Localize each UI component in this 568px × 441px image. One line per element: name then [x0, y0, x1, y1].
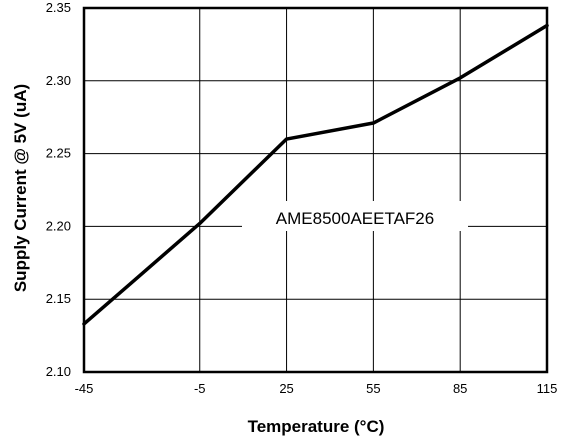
y-tick-label: 2.15 [46, 291, 71, 306]
x-tick-label: -45 [75, 381, 94, 396]
plot-frame [82, 6, 549, 374]
x-tick-label: 25 [279, 381, 293, 396]
y-tick-label: 2.25 [46, 146, 71, 161]
x-tick-label: 115 [537, 381, 558, 396]
x-axis-label: Temperature (°C) [248, 417, 385, 436]
y-tick-label: 2.35 [46, 0, 71, 15]
annotation-label: AME8500AEETAF26 [276, 209, 434, 228]
x-tick-labels: -45 -5 25 55 85 115 [75, 381, 558, 396]
grid-lines [84, 8, 547, 372]
y-tick-label: 2.10 [46, 364, 71, 379]
x-tick-label: 85 [453, 381, 467, 396]
x-tick-label: -5 [194, 381, 206, 396]
x-tick-label: 55 [366, 381, 380, 396]
plot-area: AME8500AEETAF26 [82, 6, 549, 374]
series-line [82, 23, 549, 326]
y-tick-label: 2.20 [46, 218, 71, 233]
annotation-background [242, 201, 468, 231]
y-tick-labels: 2.10 2.15 2.20 2.25 2.30 2.35 [46, 0, 71, 379]
y-tick-label: 2.30 [46, 73, 71, 88]
y-axis-label: Supply Current @ 5V (uA) [11, 84, 30, 292]
